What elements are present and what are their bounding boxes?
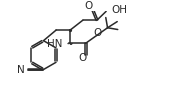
Text: O: O: [93, 28, 102, 38]
Text: OH: OH: [111, 5, 127, 15]
Text: N: N: [17, 64, 25, 75]
Text: O: O: [85, 1, 93, 11]
Text: HN: HN: [48, 39, 63, 49]
Text: O: O: [78, 53, 86, 63]
